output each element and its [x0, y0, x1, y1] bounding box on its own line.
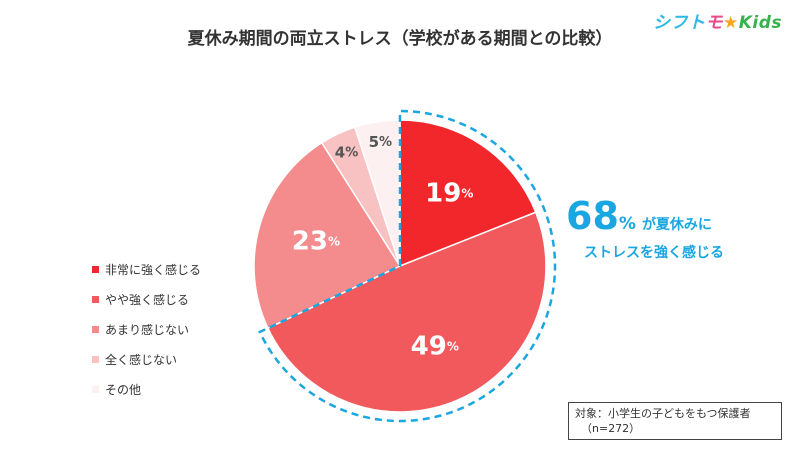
brand-logo: シフトモ★Kids	[653, 8, 782, 33]
legend-item: 全く感じない	[92, 344, 201, 374]
pie-slices	[253, 119, 547, 413]
legend-swatch	[92, 295, 99, 303]
callout-value: 68	[566, 194, 619, 238]
legend-label: 非常に強く感じる	[105, 262, 202, 277]
legend-label: やや強く感じる	[105, 292, 190, 307]
legend-item: その他	[92, 374, 201, 404]
pie-slice	[253, 141, 402, 330]
slice-value-label: 5%	[369, 133, 392, 151]
legend-swatch	[92, 355, 99, 363]
slice-value-label: 19%	[425, 179, 473, 209]
legend-item: 非常に強く感じる	[92, 254, 201, 284]
logo-star-icon: ★	[722, 13, 739, 33]
legend-item: やや強く感じる	[92, 284, 201, 314]
sample-note: 対象：小学生の子どもをもつ保護者 （n=272）	[568, 402, 782, 440]
legend-swatch	[92, 265, 99, 273]
highlight-outline	[258, 109, 557, 423]
legend-label: その他	[105, 382, 142, 397]
note-line-2: （n=272）	[581, 422, 641, 435]
callout-text-2: ストレスを強く感じる	[584, 245, 724, 261]
pie-slice	[399, 119, 537, 268]
legend-item: あまり感じない	[92, 314, 201, 344]
legend-label: あまり感じない	[105, 322, 190, 337]
slice-value-label: 4%	[335, 143, 358, 161]
slice-value-label: 23%	[292, 227, 340, 257]
legend-label: 全く感じない	[105, 352, 178, 367]
logo-text-1: シフト	[652, 13, 706, 33]
callout-text-1: が夏休みに	[641, 217, 712, 233]
legend-swatch	[92, 325, 99, 333]
pie-slice	[266, 211, 547, 413]
legend-swatch	[92, 385, 99, 393]
legend: 非常に強く感じる やや強く感じる あまり感じない 全く感じない その他	[92, 254, 201, 404]
callout: 68% が夏休みに ストレスを強く感じる	[566, 194, 724, 262]
note-line-1: 対象：小学生の子どもをもつ保護者	[575, 407, 751, 420]
slice-value-label: 49%	[411, 331, 459, 361]
pie-labels: 19% 49% 23% 4% 5%	[292, 133, 474, 361]
logo-text-3: Kids	[738, 13, 782, 33]
callout-unit: %	[618, 214, 636, 234]
logo-text-2: モ	[705, 13, 723, 33]
chart-title: 夏休み期間の両立ストレス（学校がある期間との比較）	[187, 29, 613, 49]
